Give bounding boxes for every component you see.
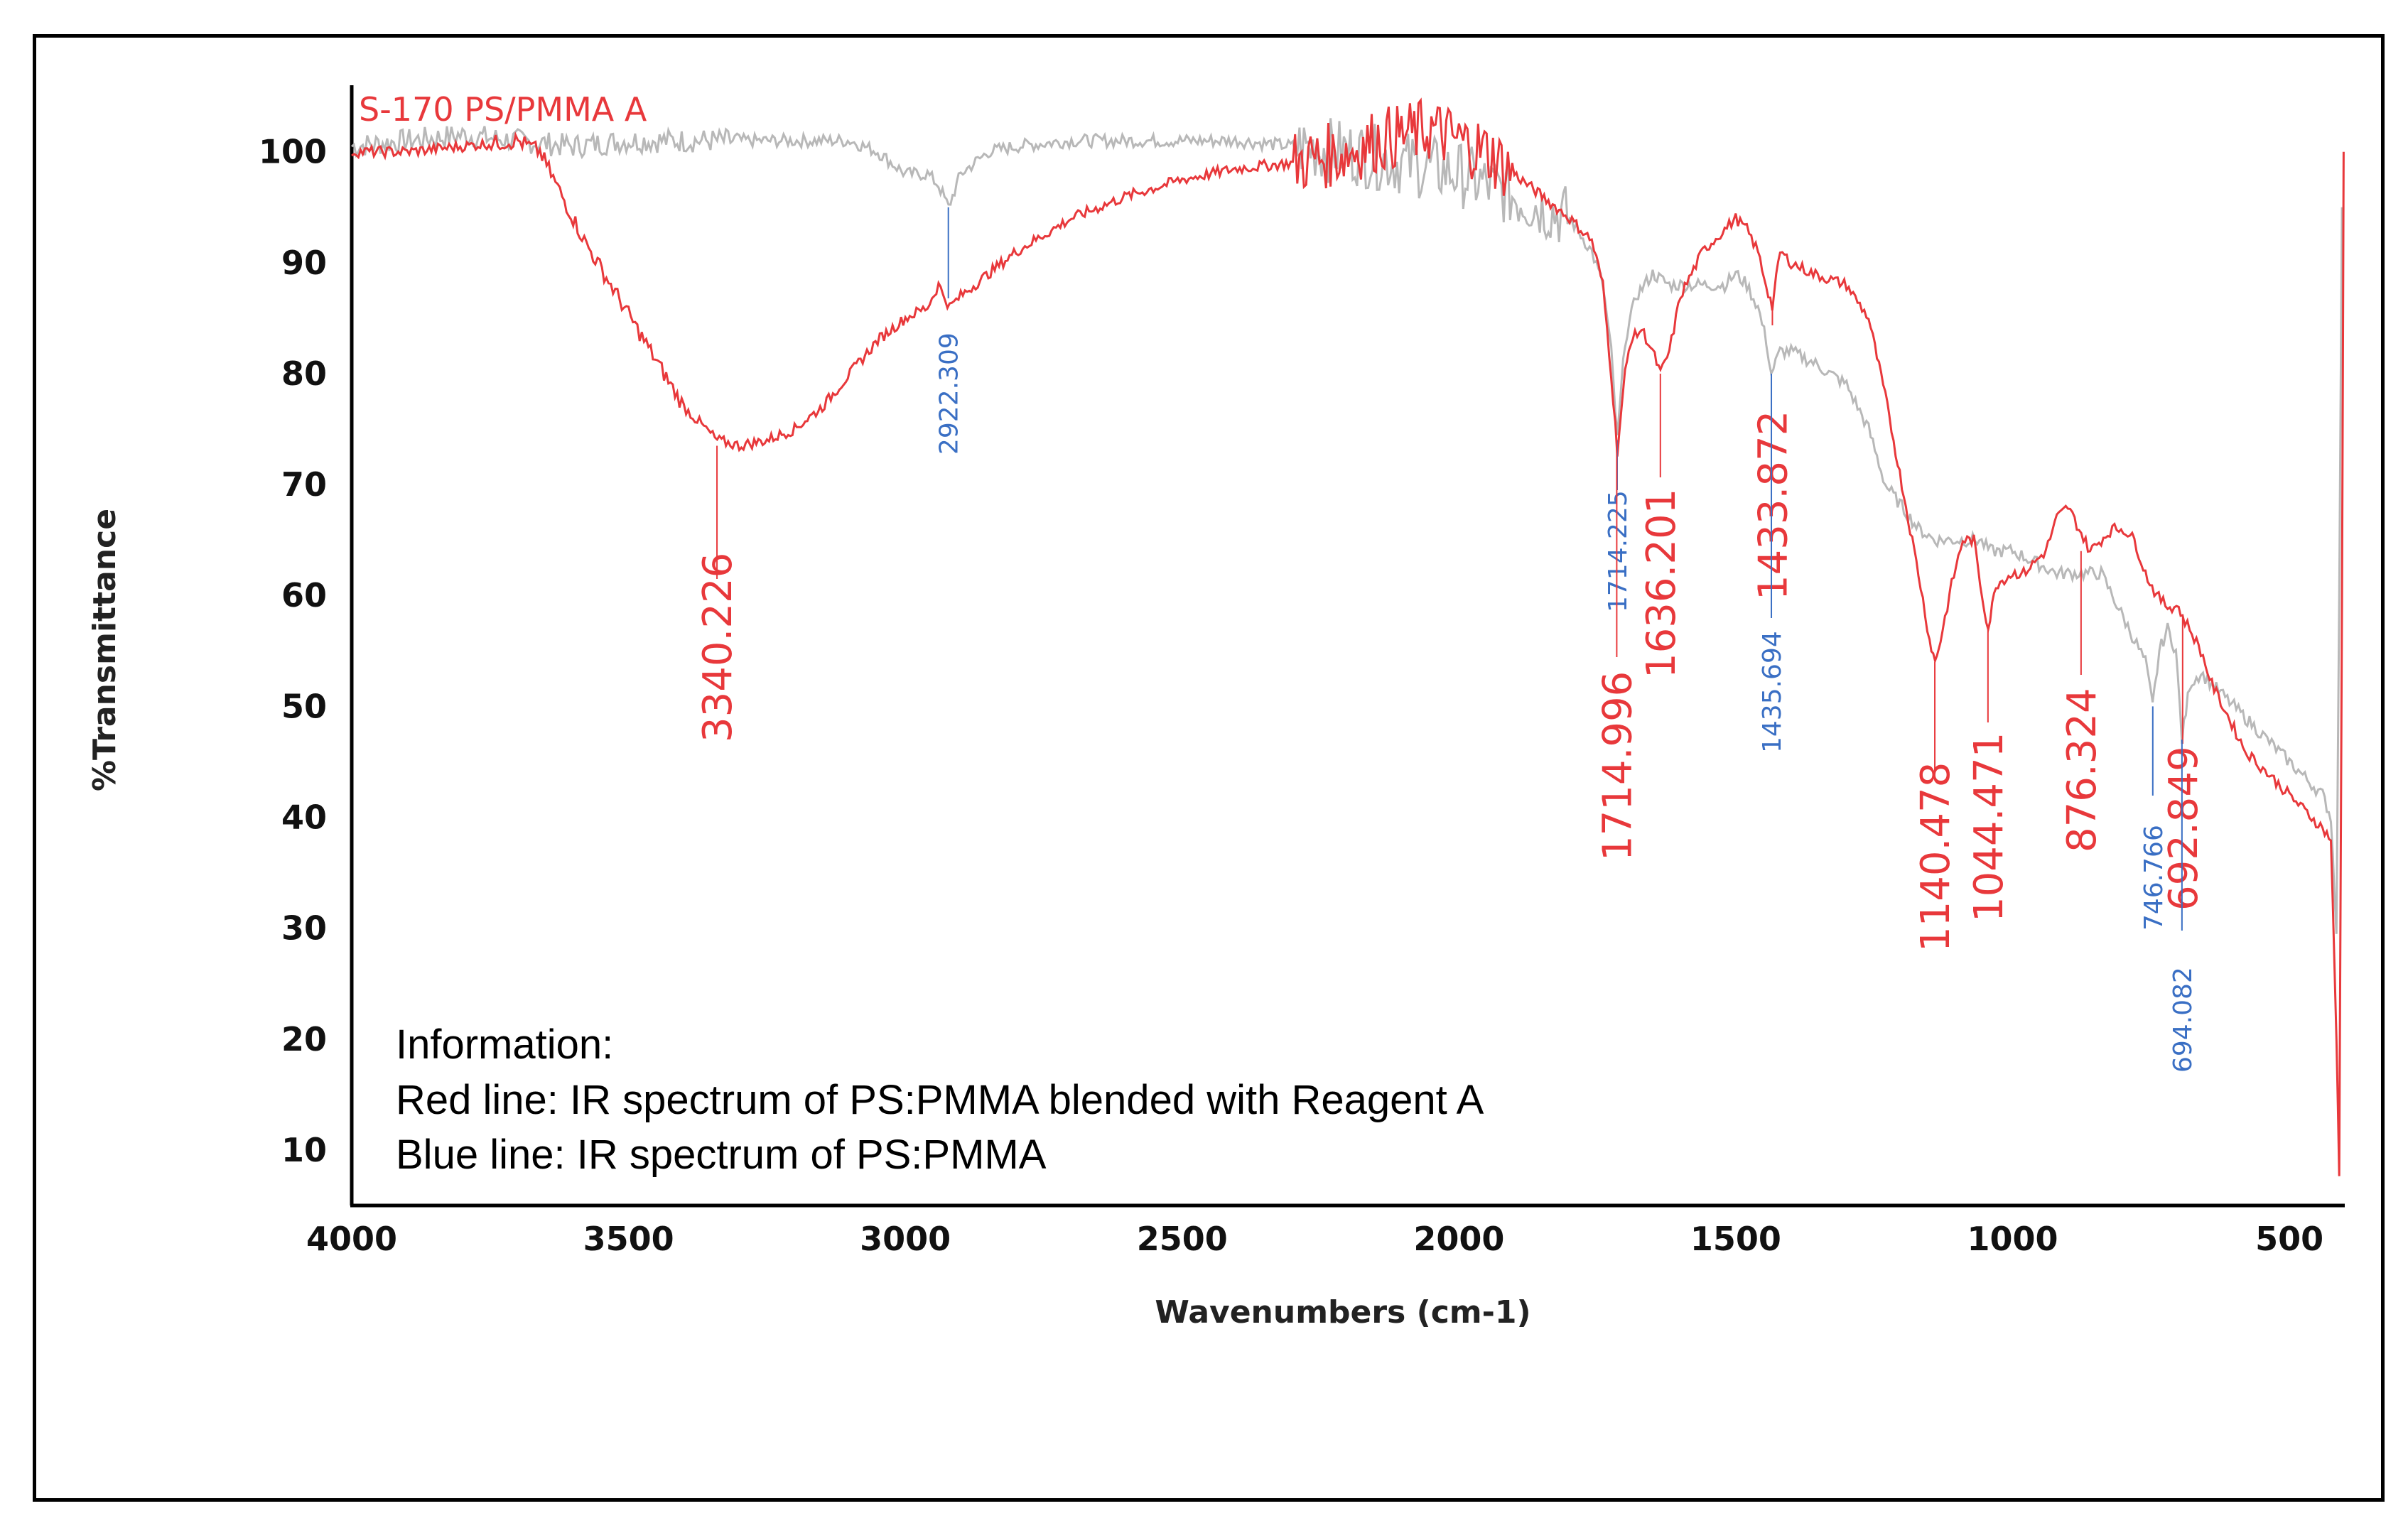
y-tick-label-100: 100	[259, 133, 327, 171]
peak-label-2922.309: 2922.309	[935, 332, 964, 455]
info-heading: Information:	[396, 1022, 613, 1068]
peak-label-3340.226: 3340.226	[695, 553, 741, 742]
y-tick-label-80: 80	[281, 354, 327, 393]
y-tick-labels: 10 20 30 40 50 60 70 80 90 100	[259, 133, 327, 1169]
y-axis-title: %Transmittance	[87, 509, 123, 791]
x-tick-label-3500: 3500	[583, 1220, 674, 1258]
series-layer	[351, 97, 2345, 1176]
x-tick-label-3000: 3000	[860, 1220, 951, 1258]
series-line-ps-pmma-reagent-a	[351, 97, 2345, 1176]
x-tick-label-4000: 4000	[306, 1220, 397, 1258]
peak-label-692.849: 692.849	[2161, 746, 2207, 911]
chart-title: S-170 PS/PMMA A	[359, 90, 647, 129]
peak-label-1714.996: 1714.996	[1595, 671, 1641, 861]
series-line-ps-pmma	[351, 118, 2343, 934]
x-tick-label-1500: 1500	[1690, 1220, 1781, 1258]
peak-label-1636.201: 1636.201	[1638, 489, 1685, 678]
info-blue-line: Blue line: IR spectrum of PS:PMMA	[396, 1132, 1047, 1178]
y-tick-label-60: 60	[281, 576, 327, 614]
annotation-layer: 3340.226 2922.309 1714.225 1714.9961636.201…	[695, 207, 2207, 1073]
info-box: Information: Red line: IR spectrum of PS…	[396, 1022, 1484, 1178]
y-tick-label-70: 70	[281, 465, 327, 504]
y-tick-label-90: 90	[281, 244, 327, 282]
peak-label-694.082: 694.082	[2169, 967, 2198, 1073]
y-tick-label-40: 40	[281, 798, 327, 837]
peak-label-1433.872: 1433.872	[1751, 411, 1797, 600]
peak-label-1435.694: 1435.694	[1758, 631, 1787, 753]
peak-label-1714.225: 1714.225	[1604, 490, 1633, 612]
peak-label-876.324: 876.324	[2059, 688, 2105, 852]
x-tick-label-1000: 1000	[1967, 1220, 2058, 1258]
x-tick-labels: 4000 3500 3000 2500 2000 1500 1000 500	[306, 1220, 2323, 1258]
x-tick-label-2500: 2500	[1137, 1220, 1228, 1258]
peak-label-746.766: 746.766	[2139, 825, 2169, 931]
figure-frame	[33, 34, 2385, 1502]
y-tick-label-20: 20	[281, 1020, 327, 1058]
info-red-line: Red line: IR spectrum of PS:PMMA blended…	[396, 1077, 1484, 1123]
x-tick-label-500: 500	[2255, 1220, 2323, 1258]
x-axis-title: Wavenumbers (cm-1)	[1155, 1294, 1530, 1331]
y-tick-label-30: 30	[281, 909, 327, 948]
y-tick-label-50: 50	[281, 687, 327, 725]
peak-label-1140.478: 1140.478	[1913, 762, 1959, 952]
x-tick-label-2000: 2000	[1413, 1220, 1504, 1258]
y-tick-label-10: 10	[281, 1131, 327, 1169]
peak-label-1044.471: 1044.471	[1966, 732, 2012, 922]
